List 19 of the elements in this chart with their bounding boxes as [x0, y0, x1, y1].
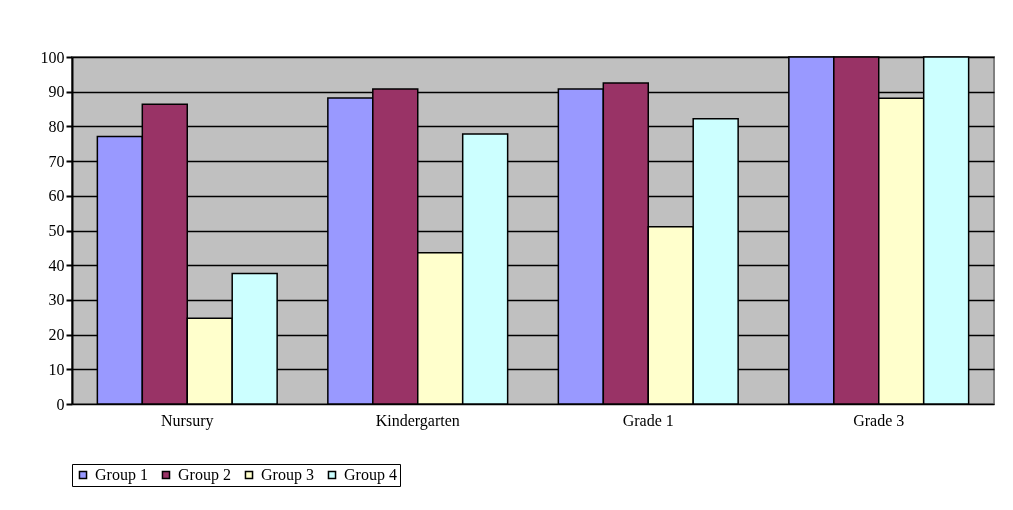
- y-tick-label: 100: [40, 48, 65, 66]
- y-tick-label: 10: [48, 360, 65, 378]
- y-tick-label: 90: [48, 83, 65, 101]
- legend-label: Group 1: [95, 466, 148, 484]
- y-tick-label: 40: [48, 256, 65, 274]
- x-tick-label: Kindergarten: [375, 411, 460, 430]
- y-tick-label: 0: [56, 395, 65, 413]
- y-tick-label: 80: [48, 117, 65, 135]
- x-tick-label: Grade 3: [853, 411, 905, 429]
- legend-label: Group 4: [344, 466, 397, 484]
- y-tick-label: 60: [48, 187, 65, 205]
- y-tick-label: 70: [48, 152, 65, 170]
- x-tick-label: Grade 1: [622, 411, 674, 429]
- y-tick-label: 20: [48, 326, 65, 344]
- y-tick-label: 50: [48, 222, 65, 239]
- y-tick-label: 30: [48, 291, 65, 309]
- legend-label: Group 3: [261, 466, 314, 484]
- legend-label: Group 2: [178, 466, 231, 484]
- x-tick-label: Nursury: [161, 411, 214, 430]
